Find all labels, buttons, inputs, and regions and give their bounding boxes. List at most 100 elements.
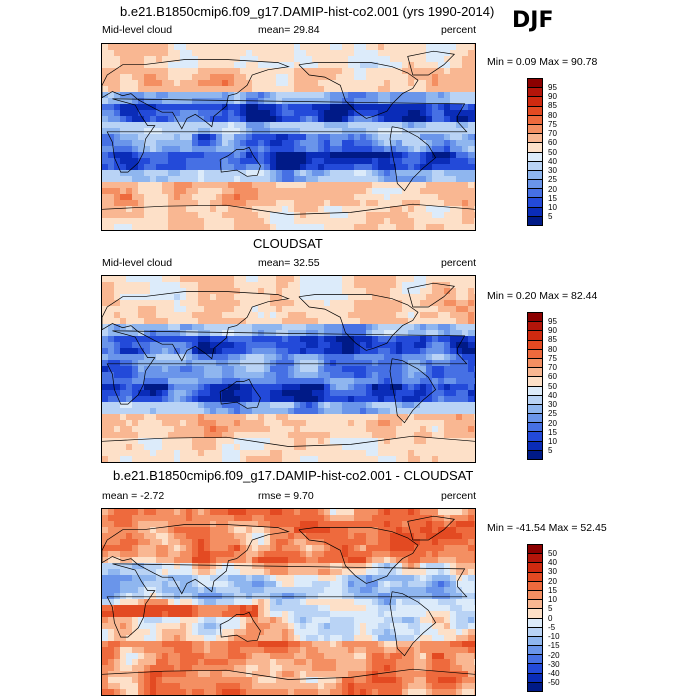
field-cell (126, 212, 133, 219)
field-cell (360, 575, 367, 582)
field-cell (144, 456, 151, 462)
colorbar-tick-label: 95 (548, 316, 557, 326)
field-cell (264, 360, 271, 367)
field-cell (276, 86, 283, 93)
field-cell (234, 128, 241, 135)
field-cell (108, 122, 115, 129)
field-cell (378, 432, 385, 439)
field-cell (420, 128, 427, 135)
field-cell (168, 224, 175, 230)
field-cell (342, 128, 349, 135)
field-cell (396, 402, 403, 409)
coastline (102, 203, 475, 215)
field-cell (162, 384, 169, 391)
field-cell (174, 122, 181, 129)
field-cell (354, 324, 361, 331)
field-cell (168, 92, 175, 99)
colorbar-swatch (528, 97, 542, 107)
field-cell (234, 282, 241, 289)
field-cell (222, 444, 229, 451)
field-cell (168, 194, 175, 201)
field-cell (126, 146, 133, 153)
field-cell (456, 420, 463, 427)
field-cell (126, 587, 133, 594)
field-cell (192, 330, 199, 337)
field-cell (390, 68, 397, 75)
field-cell (384, 509, 391, 516)
field-cell (120, 533, 127, 540)
field-cell (456, 188, 463, 195)
field-cell (264, 312, 271, 319)
field-cell (300, 342, 307, 349)
field-cell (132, 318, 139, 325)
field-cell (162, 539, 169, 546)
field-cell (330, 50, 337, 57)
field-cell (306, 288, 313, 295)
field-cell (228, 98, 235, 105)
field-cell (228, 104, 235, 111)
field-cell (174, 426, 181, 433)
field-cell (462, 509, 469, 516)
field-cell (450, 515, 457, 522)
field-cell (222, 390, 229, 397)
coastline (389, 358, 437, 424)
field-cell (450, 182, 457, 189)
field-cell (438, 515, 445, 522)
field-cell (474, 164, 475, 171)
field-cell (114, 188, 121, 195)
field-cell (102, 533, 109, 540)
colorbar-tick-label: 60 (548, 372, 557, 382)
field-cell (390, 152, 397, 159)
field-cell (354, 599, 361, 606)
field-cell (390, 158, 397, 165)
field-cell (444, 312, 451, 319)
field-cell (264, 354, 271, 361)
field-cell (162, 318, 169, 325)
field-cell (270, 372, 277, 379)
field-cell (162, 360, 169, 367)
field-cell (204, 533, 211, 540)
field-cell (186, 360, 193, 367)
field-cell (420, 152, 427, 159)
field-cell (270, 533, 277, 540)
field-cell (372, 509, 379, 516)
field-cell (456, 569, 463, 576)
field-cell (426, 575, 433, 582)
field-cell (192, 116, 199, 123)
field-cell (390, 420, 397, 427)
field-cell (282, 408, 289, 415)
field-cell (426, 402, 433, 409)
field-cell (258, 86, 265, 93)
field-cell (396, 188, 403, 195)
field-cell (162, 390, 169, 397)
field-cell (168, 378, 175, 385)
field-cell (456, 170, 463, 177)
field-cell (312, 276, 319, 283)
field-cell (168, 420, 175, 427)
field-cell (342, 164, 349, 171)
colorbar-tick-label: 5 (548, 212, 553, 222)
field-cell (372, 342, 379, 349)
field-cell (246, 206, 253, 213)
field-cell (270, 527, 277, 534)
field-cell (150, 206, 157, 213)
field-cell (282, 414, 289, 421)
field-cell (330, 164, 337, 171)
field-cell (330, 62, 337, 69)
field-cell (114, 294, 121, 301)
field-cell (276, 402, 283, 409)
field-cell (462, 432, 469, 439)
field-cell (348, 140, 355, 147)
field-cell (294, 92, 301, 99)
field-cell (330, 432, 337, 439)
field-cell (438, 533, 445, 540)
field-cell (120, 318, 127, 325)
field-cell (288, 360, 295, 367)
field-cell (432, 432, 439, 439)
field-cell (420, 569, 427, 576)
field-cell (306, 444, 313, 451)
field-cell (408, 342, 415, 349)
field-cell (468, 533, 475, 540)
field-cell (474, 312, 475, 319)
field-cell (174, 336, 181, 343)
